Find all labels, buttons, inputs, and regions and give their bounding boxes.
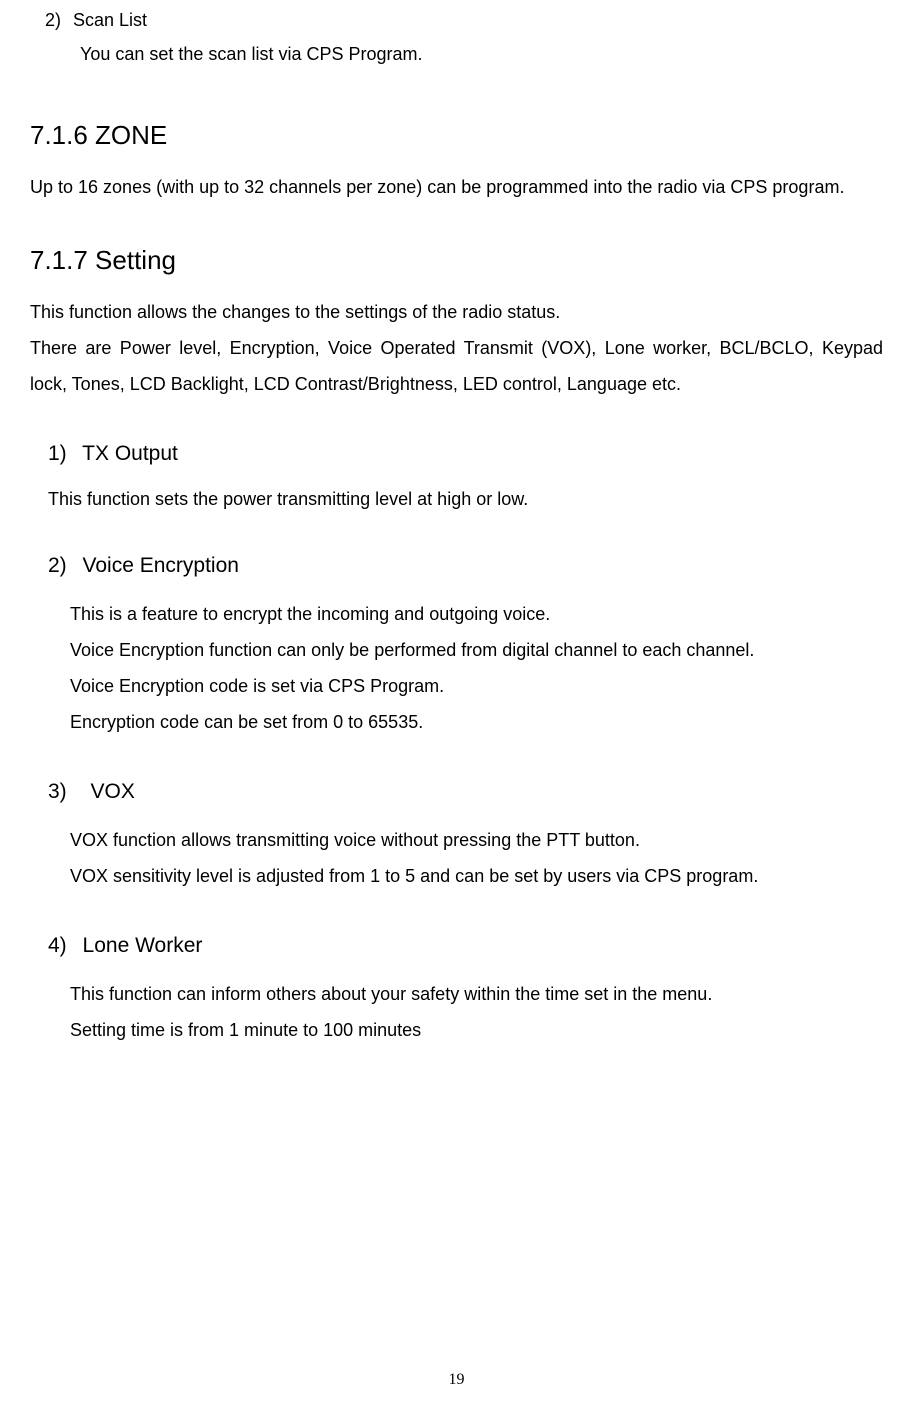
scan-list-number: 2) [45, 10, 61, 31]
page-number: 19 [449, 1371, 465, 1389]
voice-encryption-title: Voice Encryption [83, 554, 239, 577]
lone-worker-title: Lone Worker [83, 934, 203, 957]
vox-body: VOX function allows transmitting voice w… [70, 822, 883, 894]
voice-encryption-heading: 2) Voice Encryption [48, 554, 883, 578]
zone-heading: 7.1.6 ZONE [30, 120, 883, 151]
voice-encryption-line4: Encryption code can be set from 0 to 655… [70, 712, 423, 732]
voice-encryption-line2: Voice Encryption function can only be pe… [70, 640, 754, 660]
vox-line1: VOX function allows transmitting voice w… [70, 830, 640, 850]
voice-encryption-item: 2) Voice Encryption This is a feature to… [30, 554, 883, 740]
zone-section: 7.1.6 ZONE Up to 16 zones (with up to 32… [30, 120, 883, 205]
vox-item: 3) VOX VOX function allows transmitting … [30, 780, 883, 894]
vox-number: 3) [48, 780, 67, 803]
setting-body-line2: There are Power level, Encryption, Voice… [30, 338, 883, 394]
voice-encryption-line3: Voice Encryption code is set via CPS Pro… [70, 676, 444, 696]
vox-title: VOX [91, 780, 135, 803]
zone-body: Up to 16 zones (with up to 32 channels p… [30, 169, 883, 205]
lone-worker-heading: 4) Lone Worker [48, 934, 883, 958]
lone-worker-body: This function can inform others about yo… [70, 976, 883, 1048]
scan-list-body: You can set the scan list via CPS Progra… [80, 39, 883, 70]
tx-output-heading: 1) TX Output [48, 442, 883, 466]
tx-output-item: 1) TX Output This function sets the powe… [30, 442, 883, 515]
lone-worker-number: 4) [48, 934, 67, 957]
tx-output-number: 1) [48, 442, 67, 465]
lone-worker-item: 4) Lone Worker This function can inform … [30, 934, 883, 1048]
lone-worker-line1: This function can inform others about yo… [70, 984, 712, 1004]
setting-heading: 7.1.7 Setting [30, 245, 883, 276]
scan-list-title: Scan List [73, 10, 147, 31]
vox-heading: 3) VOX [48, 780, 883, 804]
voice-encryption-number: 2) [48, 554, 67, 577]
setting-section: 7.1.7 Setting This function allows the c… [30, 245, 883, 402]
scan-list-item: 2) Scan List [30, 10, 883, 31]
tx-output-body: This function sets the power transmittin… [48, 484, 883, 515]
setting-body-line1: This function allows the changes to the … [30, 302, 560, 322]
vox-line2: VOX sensitivity level is adjusted from 1… [70, 866, 758, 886]
voice-encryption-line1: This is a feature to encrypt the incomin… [70, 604, 550, 624]
tx-output-title: TX Output [82, 442, 178, 465]
voice-encryption-body: This is a feature to encrypt the incomin… [70, 596, 883, 740]
lone-worker-line2: Setting time is from 1 minute to 100 min… [70, 1020, 421, 1040]
setting-body: This function allows the changes to the … [30, 294, 883, 402]
